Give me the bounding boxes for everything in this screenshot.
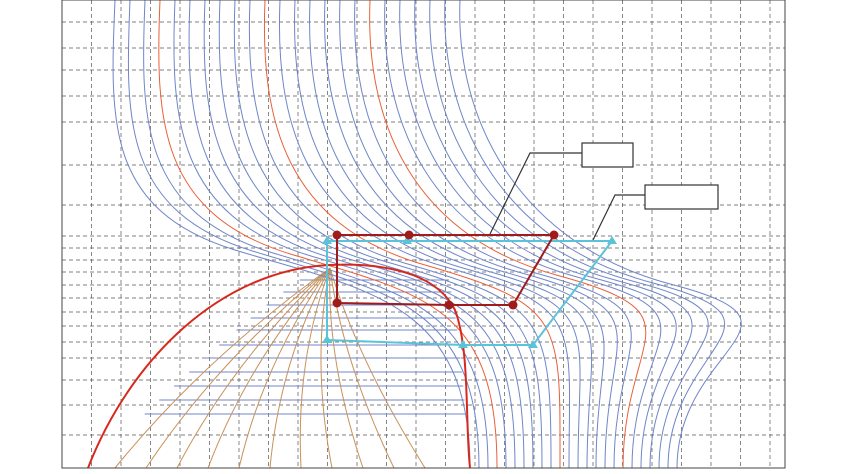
cycle-secondary-point [458, 340, 468, 348]
isotherm-curve [218, 0, 534, 469]
cycle-secondary-point [607, 236, 617, 244]
isotherm-curve [324, 0, 605, 469]
isotherm-curve [384, 0, 662, 469]
isotherm-curve [309, 0, 593, 469]
isotherm-curve [414, 0, 693, 469]
callout-box [581, 142, 634, 168]
isotherm-curves [112, 0, 742, 469]
plot-frame [61, 0, 786, 469]
callout-leader [489, 152, 582, 235]
isotherm-curve [263, 0, 561, 469]
cycle-secondary-point [402, 236, 412, 244]
isotherm-curve [294, 0, 581, 469]
cycle-primary-point [332, 298, 342, 308]
isotherm-curve [459, 0, 742, 469]
isotherm-curve [188, 0, 516, 469]
quality-line [329, 267, 364, 469]
quality-line [329, 267, 395, 469]
isotherm-curve [444, 0, 725, 469]
isotherm-curve [248, 0, 552, 469]
isotherm-curve [203, 0, 525, 469]
quality-line [299, 267, 331, 469]
isotherm-curve [339, 0, 618, 469]
cycle-primary-point [549, 230, 559, 240]
cycle-primary-point [444, 300, 454, 310]
quality-line [114, 267, 331, 469]
quality-line [320, 267, 333, 469]
refrigeration-cycles [322, 230, 617, 348]
cycle-secondary-point [322, 335, 332, 343]
cycle-secondary-point [322, 236, 332, 244]
quality-line [269, 267, 331, 469]
quality-line [238, 267, 331, 469]
isotherm-curve [233, 0, 543, 469]
cycle-primary-point [404, 230, 414, 240]
isotherm-curve [354, 0, 632, 469]
isotherm-curve [158, 0, 498, 469]
cycle-primary-point [332, 230, 342, 240]
isotherm-curve [143, 0, 489, 469]
callout-box [644, 184, 719, 210]
isotherm-curve [399, 0, 677, 469]
saturation-dome [87, 263, 471, 469]
isotherm-curve [173, 0, 507, 469]
quality-line [207, 267, 331, 469]
cycle-primary-point [508, 300, 518, 310]
cycle-secondary-point [528, 340, 538, 348]
isotherm-curve [112, 0, 471, 469]
callout-leader [592, 194, 645, 241]
callout-labels [489, 142, 719, 241]
isotherm-curve [279, 0, 571, 469]
saturation-curve [87, 263, 471, 469]
quality-line [145, 267, 331, 469]
isotherm-curve [127, 0, 480, 469]
isotherm-curve [369, 0, 647, 469]
isotherm-curve [429, 0, 709, 469]
quality-line [176, 267, 331, 469]
